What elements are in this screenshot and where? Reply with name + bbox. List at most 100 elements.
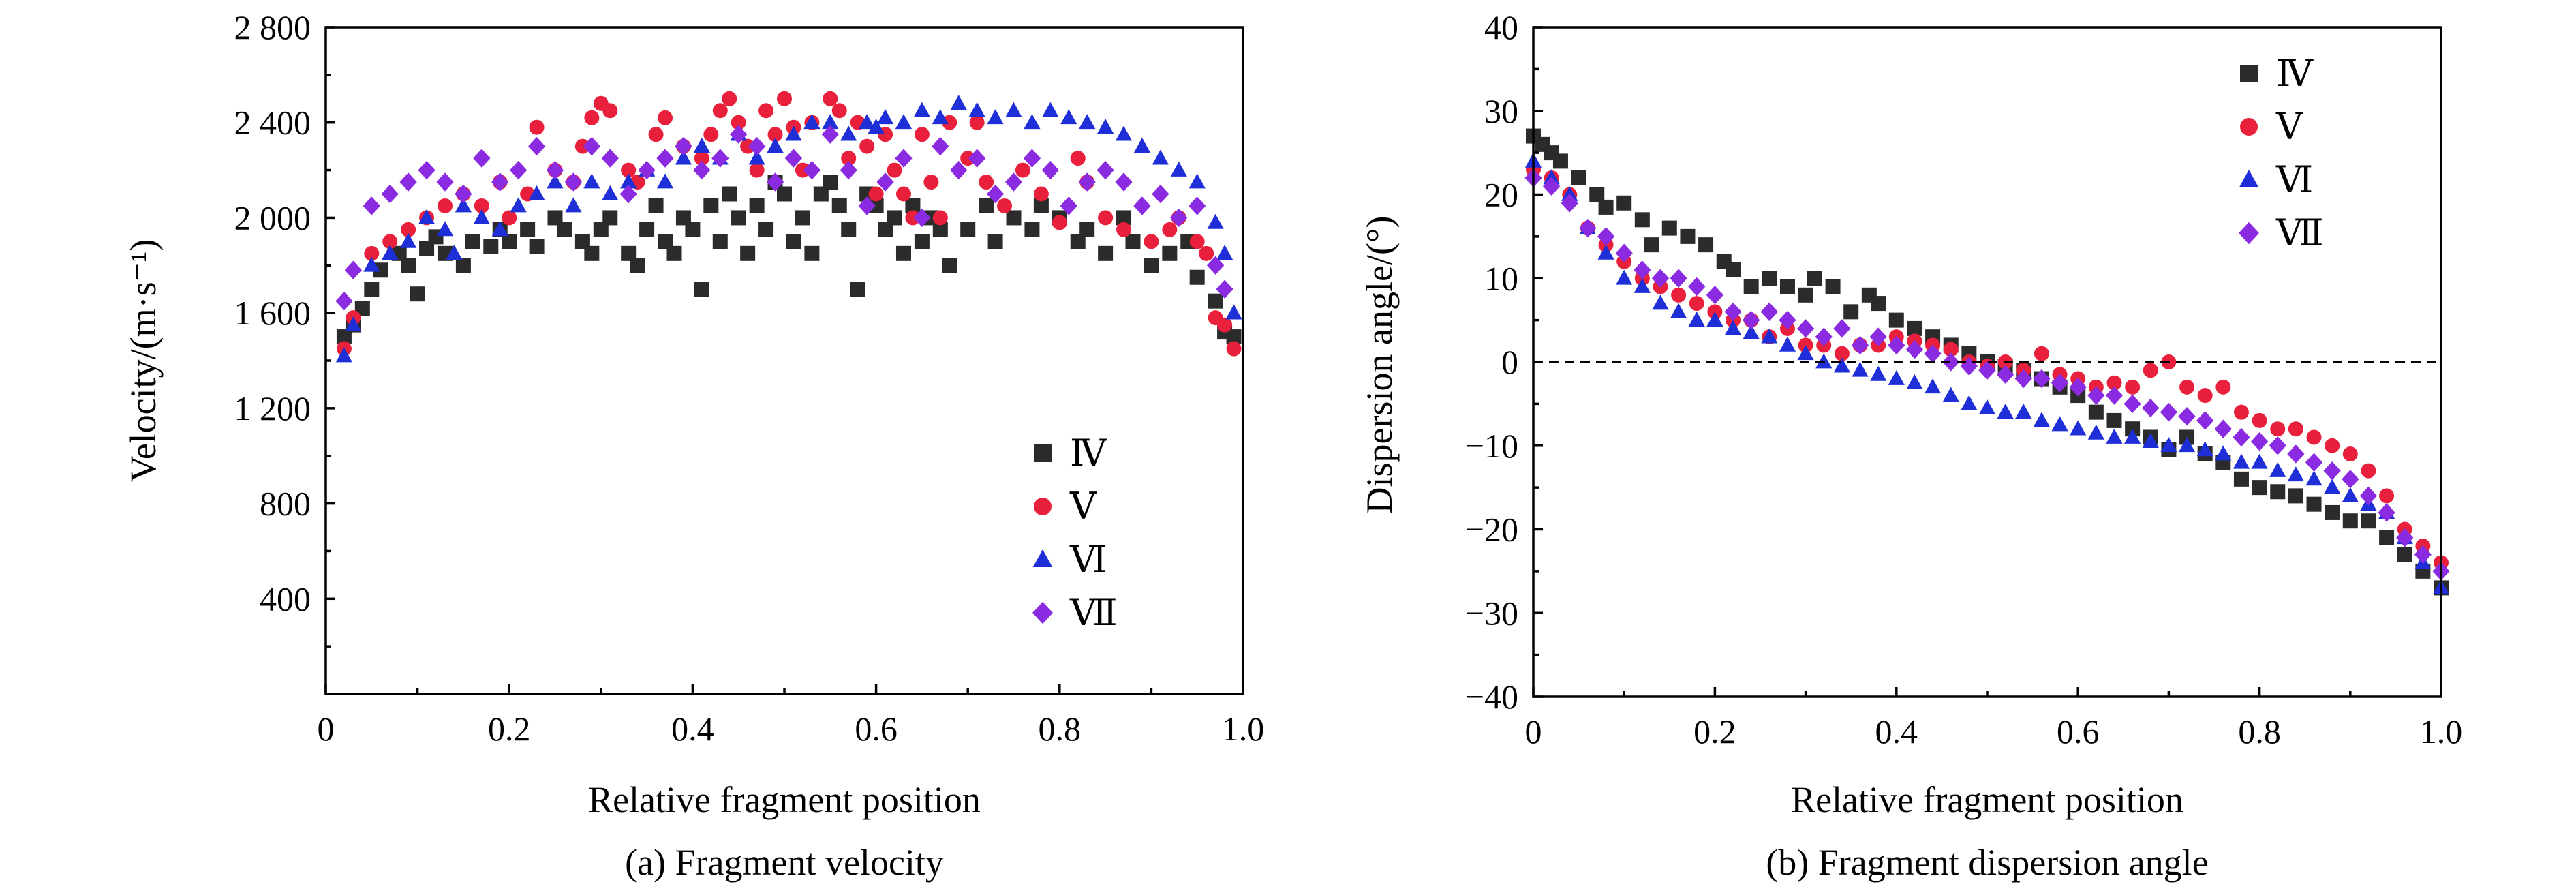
legend: Ⅳ Ⅴ Ⅵ Ⅶ	[1032, 433, 1118, 633]
legend-item-iv: Ⅳ	[2240, 53, 2314, 94]
data-point-v	[979, 175, 994, 190]
data-point-vi	[1997, 404, 2014, 419]
x-tick-label: 0.6	[2057, 712, 2100, 751]
data-point-vi	[2178, 437, 2196, 453]
data-point-vi	[2215, 445, 2232, 461]
data-point-v	[942, 115, 957, 130]
data-point-iv	[1843, 304, 1859, 320]
legend-label: Ⅶ	[1069, 592, 1118, 633]
data-point-vii	[1905, 339, 1924, 359]
data-point-iv	[1743, 279, 1759, 294]
y-tick-label: 400	[260, 579, 311, 618]
data-point-vi	[748, 149, 765, 165]
data-point-iv	[1098, 245, 1114, 261]
data-point-v	[831, 103, 847, 119]
data-point-iv	[1226, 329, 1242, 345]
data-point-vi	[400, 232, 417, 248]
data-point-vii	[1097, 160, 1114, 180]
x-axis-label: Relative fragment position	[588, 779, 981, 820]
data-point-v	[437, 198, 453, 213]
data-point-vii	[399, 172, 417, 192]
y-tick-label: 800	[260, 485, 311, 523]
data-point-iv	[593, 222, 609, 237]
legend-marker-vii	[2239, 222, 2259, 245]
data-point-vi	[1170, 161, 1187, 177]
data-point-v	[914, 127, 930, 142]
data-point-v	[887, 162, 902, 178]
data-point-vii	[491, 172, 509, 192]
data-point-vi	[455, 197, 472, 213]
legend-item-iv: Ⅳ	[1034, 433, 1107, 474]
legend-marker-iv	[1034, 444, 1052, 462]
data-point-iv	[979, 198, 994, 213]
data-point-v	[1098, 210, 1114, 226]
data-point-vi	[1079, 114, 1096, 130]
data-point-iv	[2342, 513, 2358, 529]
y-tick-label: −30	[1465, 594, 1518, 632]
data-point-vii	[1133, 196, 1151, 215]
x-tick-label: 0.2	[1693, 712, 1736, 751]
data-point-iv	[2106, 412, 2122, 428]
data-point-iv	[722, 186, 737, 202]
data-point-v	[694, 151, 709, 166]
data-point-v	[777, 91, 792, 106]
legend-item-v: Ⅴ	[1034, 486, 1097, 527]
data-point-vi	[1152, 149, 1169, 165]
data-point-vi	[1688, 311, 1705, 327]
data-point-iv	[2379, 530, 2395, 545]
data-point-vii	[2323, 461, 2341, 481]
data-point-iv	[1208, 293, 1223, 309]
legend-label: Ⅵ	[1069, 539, 1107, 580]
data-point-v	[364, 245, 380, 261]
legend-marker-v	[1034, 498, 1052, 515]
data-point-vii	[2269, 436, 2286, 455]
data-point-iv	[1589, 187, 1605, 202]
data-point-vi	[510, 197, 527, 213]
data-point-vi	[2305, 470, 2322, 486]
data-point-v	[2179, 379, 2195, 395]
data-point-vii	[1060, 196, 1077, 215]
legend-marker-v	[2240, 118, 2258, 136]
y-tick-label: 10	[1484, 259, 1518, 297]
data-point-v	[621, 162, 637, 178]
data-point-vi	[1797, 345, 1814, 361]
data-point-vi	[2287, 466, 2304, 482]
data-point-v	[895, 186, 911, 202]
legend-item-v: Ⅴ	[2240, 106, 2303, 147]
data-point-vii	[601, 149, 619, 168]
data-point-v	[1689, 296, 1704, 312]
data-point-iv	[804, 245, 820, 261]
data-point-v	[382, 234, 398, 249]
data-point-vii	[1615, 243, 1633, 263]
data-point-vii	[2396, 528, 2414, 547]
data-point-v	[767, 127, 783, 142]
data-point-iv	[2288, 488, 2303, 504]
data-point-iv	[2088, 404, 2104, 420]
legend-label: Ⅴ	[2275, 106, 2303, 147]
data-point-vi	[1743, 324, 1760, 339]
data-point-vi	[1225, 304, 1242, 320]
data-point-vi	[1888, 369, 1905, 385]
x-tick-label: 1.0	[1222, 710, 1265, 748]
data-point-vii	[1743, 310, 1760, 330]
data-point-iv	[1807, 271, 1822, 286]
data-point-vii	[1189, 196, 1206, 215]
data-point-vi	[868, 119, 885, 134]
data-point-vi	[602, 185, 619, 200]
data-point-v	[1116, 222, 1132, 237]
data-point-vii	[2069, 378, 2087, 397]
data-point-iv	[2397, 547, 2412, 562]
data-point-vi	[1024, 114, 1041, 130]
data-point-vii	[656, 149, 674, 168]
data-point-iv	[813, 186, 829, 202]
legend-item-vi: Ⅵ	[1032, 539, 1107, 580]
data-point-iv	[2361, 513, 2376, 529]
legend-marker-iv	[2240, 65, 2258, 82]
data-point-iv	[1033, 198, 1049, 213]
data-point-iv	[410, 286, 425, 302]
data-point-vi	[785, 125, 802, 141]
legend-item-vi: Ⅵ	[2239, 160, 2313, 200]
data-point-v	[703, 127, 719, 142]
data-point-v	[749, 162, 765, 178]
